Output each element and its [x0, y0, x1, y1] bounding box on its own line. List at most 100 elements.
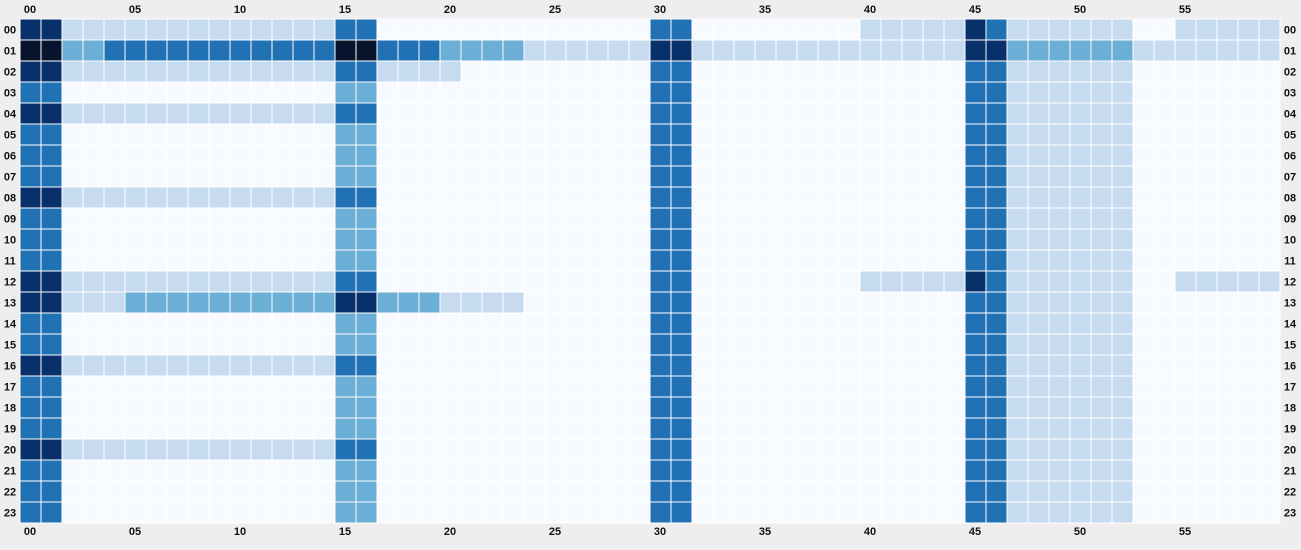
heatmap-cell	[502, 459, 525, 482]
heatmap-cell	[502, 18, 525, 41]
heatmap-cell	[1027, 81, 1050, 104]
heatmap-cell	[544, 165, 567, 188]
heatmap-cell	[1237, 438, 1260, 461]
heatmap-cell	[838, 291, 861, 314]
heatmap-cell	[586, 81, 609, 104]
heatmap-cell	[670, 501, 693, 524]
heatmap-cell	[229, 501, 252, 524]
heatmap-cell	[607, 459, 630, 482]
heatmap-cell	[292, 102, 315, 125]
heatmap-cell	[733, 480, 756, 503]
heatmap-cell	[124, 60, 147, 83]
heatmap-cell	[1069, 438, 1092, 461]
heatmap-cell	[397, 417, 420, 440]
heatmap-cell	[103, 102, 126, 125]
heatmap-cell	[1237, 396, 1260, 419]
heatmap-cell	[145, 186, 168, 209]
heatmap-cell	[691, 123, 714, 146]
heatmap-cell	[544, 438, 567, 461]
heatmap-cell	[271, 312, 294, 335]
heatmap-cell	[418, 207, 441, 230]
heatmap-cell	[964, 480, 987, 503]
heatmap-cell	[397, 144, 420, 167]
heatmap-cell	[40, 18, 63, 41]
heatmap-cell	[187, 207, 210, 230]
heatmap-cell	[1174, 228, 1197, 251]
heatmap-cell	[145, 81, 168, 104]
y-tick-label: 11	[1284, 256, 1296, 268]
heatmap-cell	[880, 102, 903, 125]
heatmap-cell	[1069, 459, 1092, 482]
heatmap-cell	[250, 186, 273, 209]
heatmap-cell	[1132, 207, 1155, 230]
heatmap-cell	[145, 228, 168, 251]
heatmap-cell	[754, 291, 777, 314]
heatmap-cell	[208, 270, 231, 293]
heatmap-cell	[901, 81, 924, 104]
heatmap-cell	[250, 18, 273, 41]
heatmap-cell	[922, 60, 945, 83]
heatmap-cell	[1195, 60, 1218, 83]
heatmap-cell	[796, 60, 819, 83]
heatmap-cell	[271, 417, 294, 440]
heatmap-cell	[649, 207, 672, 230]
heatmap-cell	[565, 60, 588, 83]
heatmap-cell	[607, 228, 630, 251]
heatmap-cell	[103, 312, 126, 335]
y-tick-label: 06	[1284, 151, 1296, 163]
heatmap-cell	[271, 354, 294, 377]
heatmap-cell	[565, 480, 588, 503]
heatmap-cell	[838, 81, 861, 104]
heatmap-cell	[775, 501, 798, 524]
heatmap-cell	[1258, 291, 1281, 314]
y-tick-label: 00	[1284, 25, 1296, 37]
x-tick-label: 40	[864, 526, 876, 538]
heatmap-cell	[187, 228, 210, 251]
heatmap-cell	[733, 123, 756, 146]
heatmap-cell	[712, 354, 735, 377]
heatmap-cell	[628, 207, 651, 230]
heatmap-cell	[439, 18, 462, 41]
heatmap-cell	[376, 438, 399, 461]
heatmap-cell	[922, 312, 945, 335]
heatmap-cell	[481, 459, 504, 482]
heatmap-cell	[1258, 333, 1281, 356]
heatmap-cell	[334, 228, 357, 251]
heatmap-cell	[418, 417, 441, 440]
heatmap-cell	[1090, 186, 1113, 209]
heatmap-cell	[1258, 81, 1281, 104]
heatmap-cell	[1006, 144, 1029, 167]
heatmap-cell	[502, 228, 525, 251]
heatmap-cell	[901, 144, 924, 167]
heatmap-cell	[817, 270, 840, 293]
x-tick-label: 55	[1179, 526, 1191, 538]
heatmap-cell	[901, 501, 924, 524]
heatmap-cell	[649, 333, 672, 356]
heatmap-cell	[1153, 60, 1176, 83]
heatmap-cell	[1195, 291, 1218, 314]
heatmap-cell	[1216, 501, 1239, 524]
heatmap-cell	[1237, 81, 1260, 104]
heatmap-cell	[544, 81, 567, 104]
heatmap-cell	[229, 438, 252, 461]
heatmap-cell	[670, 312, 693, 335]
heatmap-cell	[124, 18, 147, 41]
heatmap-cell	[376, 144, 399, 167]
heatmap-cell	[964, 249, 987, 272]
heatmap-cell	[733, 354, 756, 377]
heatmap-cell	[1153, 375, 1176, 398]
heatmap-cell	[607, 207, 630, 230]
heatmap-cell	[460, 501, 483, 524]
heatmap-cell	[586, 333, 609, 356]
heatmap-cell	[145, 144, 168, 167]
heatmap-cell	[523, 249, 546, 272]
heatmap-cell	[40, 39, 63, 62]
heatmap-cell	[355, 312, 378, 335]
heatmap-cell	[82, 291, 105, 314]
heatmap-cell	[796, 123, 819, 146]
heatmap-cell	[523, 228, 546, 251]
heatmap-cell	[1090, 459, 1113, 482]
heatmap-cell	[103, 60, 126, 83]
heatmap-cell	[964, 396, 987, 419]
heatmap-cell	[922, 480, 945, 503]
